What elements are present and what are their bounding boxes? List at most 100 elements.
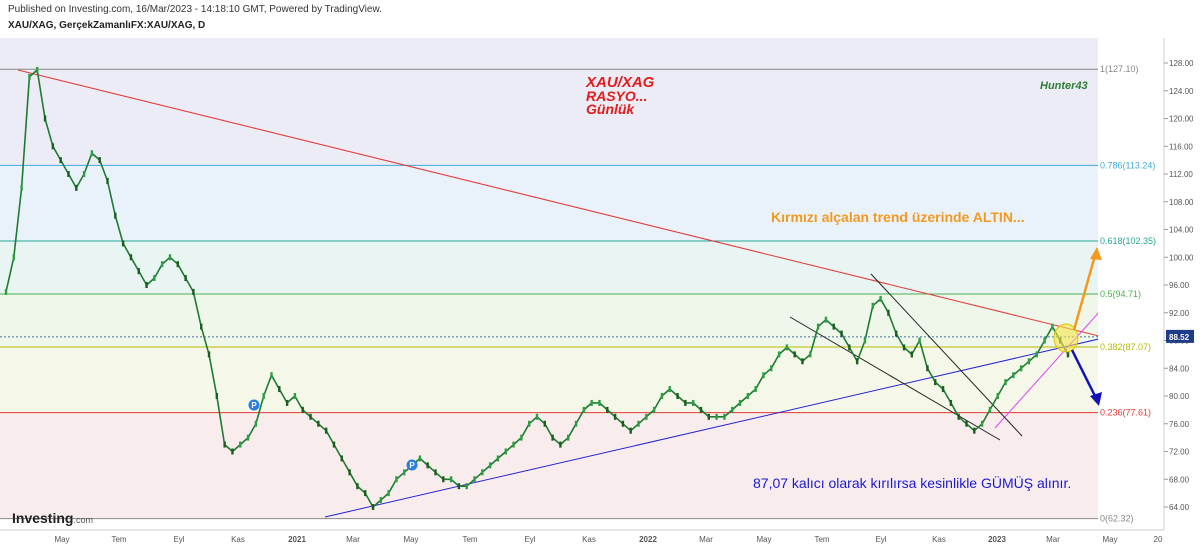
y-tick-label: 104.00 — [1169, 226, 1194, 235]
price-candle — [941, 386, 945, 393]
price-candle — [902, 344, 906, 351]
chart-title-line3: Günlük — [586, 101, 635, 117]
price-candle — [262, 393, 265, 399]
price-candle — [895, 330, 898, 337]
price-candle — [184, 275, 187, 282]
y-tick-label: 80.00 — [1169, 392, 1190, 401]
price-candle — [731, 406, 734, 413]
price-candle — [270, 372, 273, 379]
price-candle — [699, 406, 703, 413]
price-candle — [973, 427, 976, 434]
price-candle — [1012, 372, 1015, 379]
price-candle — [887, 309, 890, 316]
y-tick-label: 92.00 — [1169, 309, 1190, 318]
y-tick-label: 72.00 — [1169, 448, 1190, 457]
price-candle — [43, 115, 47, 122]
price-candle — [762, 372, 765, 379]
x-tick-label: Eyl — [524, 535, 535, 544]
price-candle — [434, 469, 437, 476]
price-candle — [1019, 365, 1023, 372]
price-candle — [824, 316, 828, 323]
price-candle — [348, 469, 351, 476]
down-arrow-shaft — [1070, 349, 1099, 401]
p-marker-label: P — [409, 461, 415, 470]
price-candle — [785, 344, 789, 351]
price-candle — [246, 434, 250, 441]
price-candle — [1066, 351, 1070, 358]
price-candle — [606, 406, 609, 413]
y-tick-label: 64.00 — [1169, 503, 1190, 512]
x-tick-label: Tem — [814, 535, 829, 544]
price-candle — [965, 420, 968, 427]
price-candle — [934, 379, 937, 386]
fib-band — [0, 240, 1098, 294]
price-candle — [301, 406, 304, 413]
price-candle — [317, 420, 320, 427]
price-candle — [1035, 351, 1038, 358]
price-candle — [200, 323, 203, 330]
channel-upper-line — [870, 273, 1023, 437]
price-candle — [801, 358, 804, 365]
price-candle — [793, 351, 796, 358]
price-candle — [567, 434, 570, 441]
price-candle — [309, 413, 312, 420]
up-arrow-head — [1090, 247, 1102, 260]
x-tick-label: Kas — [582, 535, 596, 544]
price-candle — [59, 157, 62, 164]
price-candle — [324, 427, 328, 434]
price-candle — [12, 254, 16, 261]
price-candle — [840, 330, 843, 337]
price-candle — [691, 399, 695, 406]
price-candle — [285, 399, 289, 406]
price-candle — [239, 441, 242, 448]
price-candle — [582, 406, 586, 413]
price-candle — [1027, 358, 1031, 365]
p-marker-label: P — [251, 401, 257, 410]
price-candle — [754, 386, 757, 393]
price-candle — [426, 462, 429, 469]
fib-band — [0, 346, 1098, 413]
price-candle — [207, 351, 211, 358]
price-candle — [145, 282, 148, 288]
x-tick-label: 2022 — [639, 535, 657, 544]
y-tick-label: 128.00 — [1169, 59, 1194, 68]
price-candle — [231, 448, 234, 455]
highlight-circle — [1053, 323, 1079, 353]
price-candle — [660, 393, 664, 399]
price-candle — [395, 476, 398, 483]
price-candle — [777, 351, 781, 358]
price-candle — [278, 386, 281, 393]
price-candle — [676, 393, 679, 399]
price-candle — [254, 420, 258, 427]
price-candle — [1004, 379, 1007, 386]
price-candle — [340, 455, 343, 462]
price-candle — [465, 483, 468, 490]
price-candle — [160, 261, 164, 268]
price-candle — [403, 469, 406, 476]
price-candle — [574, 420, 578, 427]
fib-label: 0.786(113.24) — [1100, 160, 1155, 170]
price-candle — [645, 413, 648, 420]
price-candle — [481, 469, 484, 476]
price-candle — [832, 323, 835, 330]
price-candle — [996, 393, 999, 399]
current-price-badge — [1166, 329, 1194, 343]
price-candle — [418, 455, 422, 462]
price-candle — [332, 441, 336, 448]
x-tick-label: Eyl — [173, 535, 184, 544]
price-candle — [551, 434, 554, 441]
price-candle — [67, 171, 70, 177]
y-tick-label: 76.00 — [1169, 420, 1190, 429]
y-tick-label: 84.00 — [1169, 364, 1190, 373]
price-candle — [707, 413, 710, 420]
price-candle — [106, 177, 109, 184]
price-candle — [168, 254, 172, 261]
fib-label: 0.236(77.61) — [1100, 408, 1151, 418]
price-candle — [356, 483, 359, 490]
price-candle — [496, 455, 500, 462]
x-tick-label: May — [1102, 535, 1117, 544]
x-tick-label: Mar — [699, 535, 713, 544]
price-candle — [816, 323, 820, 330]
x-tick-label: 2023 — [988, 535, 1006, 544]
